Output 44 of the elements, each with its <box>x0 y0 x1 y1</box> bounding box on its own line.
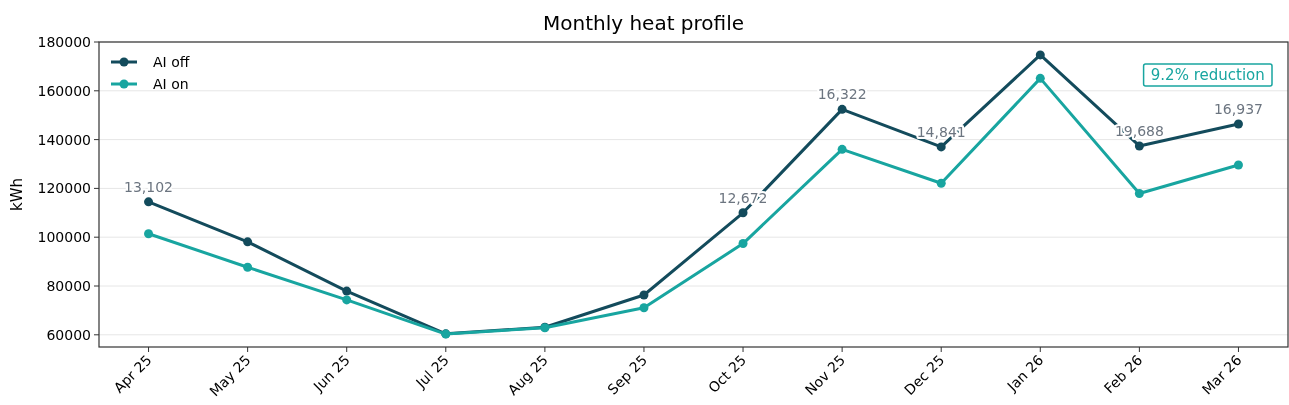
y-tick-label: 120000 <box>37 180 91 197</box>
x-tick-label: Oct 25 <box>704 351 750 396</box>
y-tick-label: 60000 <box>46 326 91 343</box>
y-tick-label: 180000 <box>37 34 91 50</box>
point <box>738 208 748 218</box>
x-tick-label: Jul 25 <box>412 351 452 392</box>
point <box>639 290 649 300</box>
point <box>1134 141 1144 151</box>
x-tick-label: Sep 25 <box>604 351 651 398</box>
x-tick-label: Dec 25 <box>901 351 948 399</box>
x-tick-label: Mar 26 <box>1198 351 1245 398</box>
annotation: 16,937 <box>1213 100 1263 117</box>
point <box>1035 73 1045 83</box>
y-tick-label: 140000 <box>37 131 91 148</box>
chart-title: Monthly heat profile <box>542 11 745 35</box>
point <box>144 229 154 239</box>
legend-label: AI on <box>153 76 189 92</box>
point <box>144 197 154 207</box>
x-tick-label: Apr 25 <box>110 351 155 396</box>
point <box>837 144 847 154</box>
x-tick-label: Jun 25 <box>309 351 353 396</box>
y-tick-label: 80000 <box>46 278 91 294</box>
point <box>243 262 253 272</box>
point <box>738 239 748 249</box>
annotation: 16,322 <box>817 86 867 103</box>
point <box>342 286 352 296</box>
point <box>936 178 946 188</box>
x-tick-label: Jan 26 <box>1003 351 1047 395</box>
y-axis-title: kWh <box>8 177 26 212</box>
y-tick-label: 100000 <box>37 229 91 246</box>
point <box>243 237 253 247</box>
point <box>936 142 946 152</box>
x-tick-label: Feb 26 <box>1100 351 1146 397</box>
annotation: 9.2% reduction <box>1150 66 1265 84</box>
point <box>1134 189 1144 199</box>
y-tick-label: 160000 <box>37 82 91 99</box>
point <box>1233 160 1243 170</box>
point <box>342 295 352 305</box>
point <box>639 303 649 313</box>
annotation: 13,102 <box>124 178 174 195</box>
point <box>1035 50 1045 60</box>
point <box>837 104 847 114</box>
point <box>1233 119 1243 129</box>
legend-label: AI off <box>153 54 190 70</box>
